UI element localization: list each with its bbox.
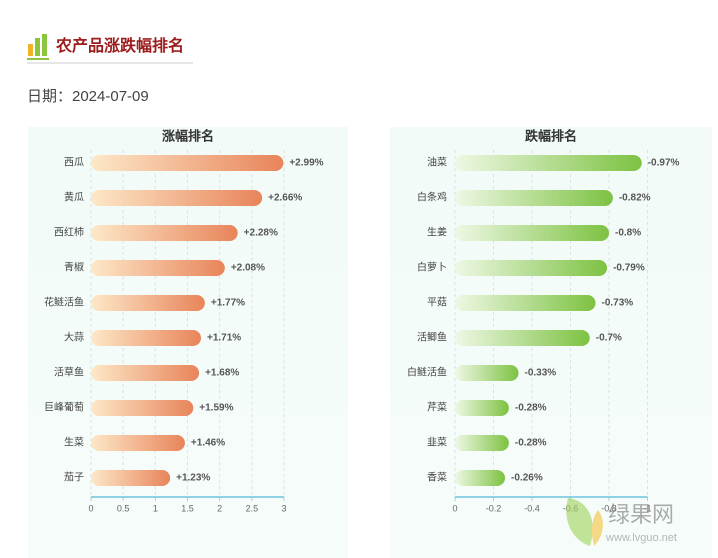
category-label: 茄子 <box>64 471 84 484</box>
bar <box>455 260 608 276</box>
x-tick-label: -0.8 <box>601 503 617 513</box>
bar <box>91 470 171 486</box>
x-tick-label: -0.4 <box>524 503 540 513</box>
value-label: -0.7% <box>596 333 622 344</box>
charts: 涨幅排名 0 0.5 1 1.5 2 2.5 3 西瓜 +2.99% 黄瓜 +2.66% 西红柿 +2.2… <box>44 128 680 513</box>
watermark: 绿果网 www.lvguo.net <box>566 498 677 546</box>
bar <box>455 225 609 241</box>
x-tick-label: 0 <box>88 503 93 513</box>
category-label: 平菇 <box>427 296 447 309</box>
value-label: -0.28% <box>515 438 547 449</box>
value-label: -0.79% <box>613 263 645 274</box>
value-label: -0.8% <box>615 228 641 239</box>
category-label: 青椒 <box>64 261 84 274</box>
bar <box>455 295 596 311</box>
value-label: +2.99% <box>289 158 323 169</box>
bar <box>455 330 590 346</box>
category-label: 生菜 <box>64 436 84 449</box>
value-label: -0.73% <box>602 298 634 309</box>
value-label: -0.82% <box>619 193 651 204</box>
value-label: +1.59% <box>199 403 233 414</box>
category-label: 白萝卜 <box>417 261 447 274</box>
value-label: +2.66% <box>268 193 302 204</box>
bar <box>455 190 613 206</box>
category-label: 大蒜 <box>64 331 84 344</box>
bar <box>455 365 519 381</box>
bar <box>91 190 263 206</box>
value-label: -0.33% <box>525 368 557 379</box>
category-label: 花鲢活鱼 <box>44 296 84 309</box>
bar <box>91 260 225 276</box>
category-label: 西红柿 <box>54 226 84 239</box>
x-tick-label: 2 <box>217 503 222 513</box>
bar <box>91 225 238 241</box>
chart-title: 涨幅排名 <box>161 128 214 143</box>
value-label: +1.77% <box>211 298 245 309</box>
bar <box>455 400 509 416</box>
category-label: 巨峰葡萄 <box>44 401 84 414</box>
category-label: 白鲢活鱼 <box>407 366 447 379</box>
category-label: 活草鱼 <box>54 366 84 379</box>
category-label: 黄瓜 <box>64 191 84 204</box>
bar <box>91 330 202 346</box>
chart-title: 跌幅排名 <box>525 128 577 143</box>
category-label: 油菜 <box>427 156 447 169</box>
category-label: 西瓜 <box>64 157 84 169</box>
bar <box>91 400 194 416</box>
x-tick-label: 1 <box>153 503 158 513</box>
watermark-name: 绿果网 <box>608 502 674 527</box>
category-label: 韭菜 <box>427 437 447 449</box>
value-label: -0.97% <box>648 158 680 169</box>
x-tick-label: 0 <box>452 503 457 513</box>
value-label: -0.26% <box>511 473 543 484</box>
page-title: 农产品涨跌幅排名 <box>55 36 184 55</box>
x-tick-label: 2.5 <box>246 503 259 513</box>
bar <box>455 435 509 451</box>
bar <box>91 435 185 451</box>
category-label: 生姜 <box>427 226 447 239</box>
category-label: 活鲫鱼 <box>417 331 447 344</box>
value-label: +2.08% <box>231 263 265 274</box>
value-label: +1.23% <box>176 473 210 484</box>
category-label: 香菜 <box>427 472 447 484</box>
category-label: 芹菜 <box>427 402 447 414</box>
x-tick-label: 3 <box>281 503 286 513</box>
value-label: +1.68% <box>205 368 239 379</box>
value-label: +2.28% <box>244 228 278 239</box>
x-tick-label: -1 <box>643 503 651 513</box>
x-tick-label: -0.2 <box>486 503 502 513</box>
x-tick-label: 0.5 <box>117 503 130 513</box>
bar <box>91 295 205 311</box>
value-label: +1.46% <box>191 438 225 449</box>
bar <box>91 365 200 381</box>
value-label: -0.28% <box>515 403 547 414</box>
category-label: 白条鸡 <box>417 191 447 204</box>
watermark-url: www.lvguo.net <box>605 532 677 544</box>
bar <box>455 470 506 486</box>
value-label: +1.71% <box>207 333 241 344</box>
bar <box>455 155 642 171</box>
header-icon <box>27 34 49 60</box>
date: 日期：2024-07-09 <box>27 88 149 105</box>
x-tick-label: 1.5 <box>181 503 194 513</box>
bar <box>91 155 284 171</box>
